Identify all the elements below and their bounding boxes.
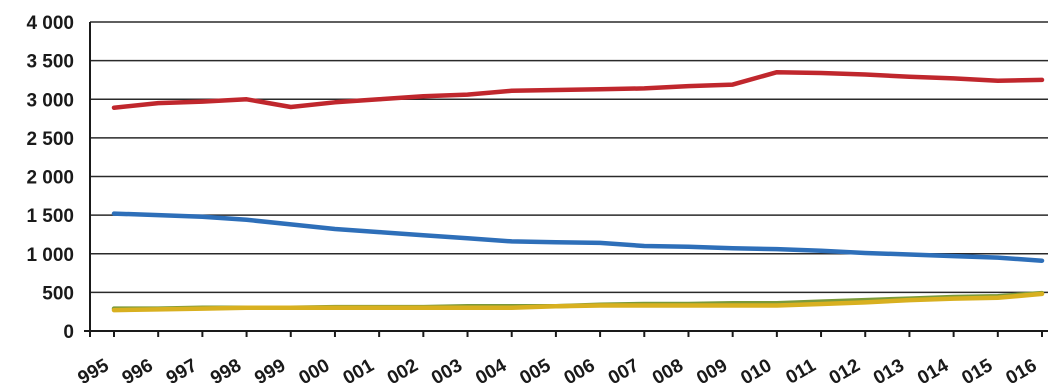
x-tick-label: 997 <box>163 355 201 383</box>
axes <box>84 22 1048 337</box>
x-tick-label: 014 <box>914 355 952 383</box>
y-axis-tick-labels: 0 500 1 000 1 500 2 000 2 500 3 000 3 500 4 000 <box>26 13 74 343</box>
y-tick-label: 2 500 <box>26 129 74 150</box>
series-line-2 <box>111 211 1045 263</box>
x-tick-label: 003 <box>428 355 466 383</box>
gridlines <box>90 21 1048 294</box>
x-tick-label: 999 <box>251 355 289 383</box>
x-tick-label: 002 <box>384 355 422 383</box>
series-lines <box>111 69 1045 313</box>
x-tick-label: 009 <box>693 355 731 383</box>
y-tick-label: 4 000 <box>26 13 74 34</box>
x-tick-label: 016 <box>1003 355 1041 383</box>
series-line-4 <box>111 291 1045 313</box>
series-line-1 <box>111 69 1045 110</box>
x-tick-label: 005 <box>516 355 554 383</box>
x-tick-label: 011 <box>782 355 819 383</box>
x-tick-label: 007 <box>605 355 643 383</box>
x-tick-label: 996 <box>119 355 157 383</box>
y-tick-label: 2 000 <box>26 168 74 189</box>
y-tick-label: 500 <box>42 283 74 304</box>
x-axis-tick-labels: 995 996 997 998 999 000 001 002 003 004 005 006 007 0… <box>75 355 1041 383</box>
x-tick-label: 995 <box>75 355 113 383</box>
x-tick-label: 000 <box>295 355 333 383</box>
x-tick-label: 015 <box>958 355 996 383</box>
y-tick-label: 3 000 <box>26 90 74 111</box>
y-tick-label: 1 000 <box>26 245 74 266</box>
x-tick-label: 998 <box>207 355 245 383</box>
y-tick-label: 3 500 <box>26 52 74 73</box>
x-tick-label: 006 <box>561 355 599 383</box>
x-tick-label: 010 <box>737 355 775 383</box>
y-tick-label: 1 500 <box>26 206 74 227</box>
x-tick-label: 012 <box>826 355 864 383</box>
x-tick-label: 001 <box>340 355 378 383</box>
x-tick-label: 008 <box>649 355 687 383</box>
y-tick-label: 0 <box>63 322 74 343</box>
x-tick-label: 013 <box>870 355 908 383</box>
x-tick-label: 004 <box>472 355 510 383</box>
